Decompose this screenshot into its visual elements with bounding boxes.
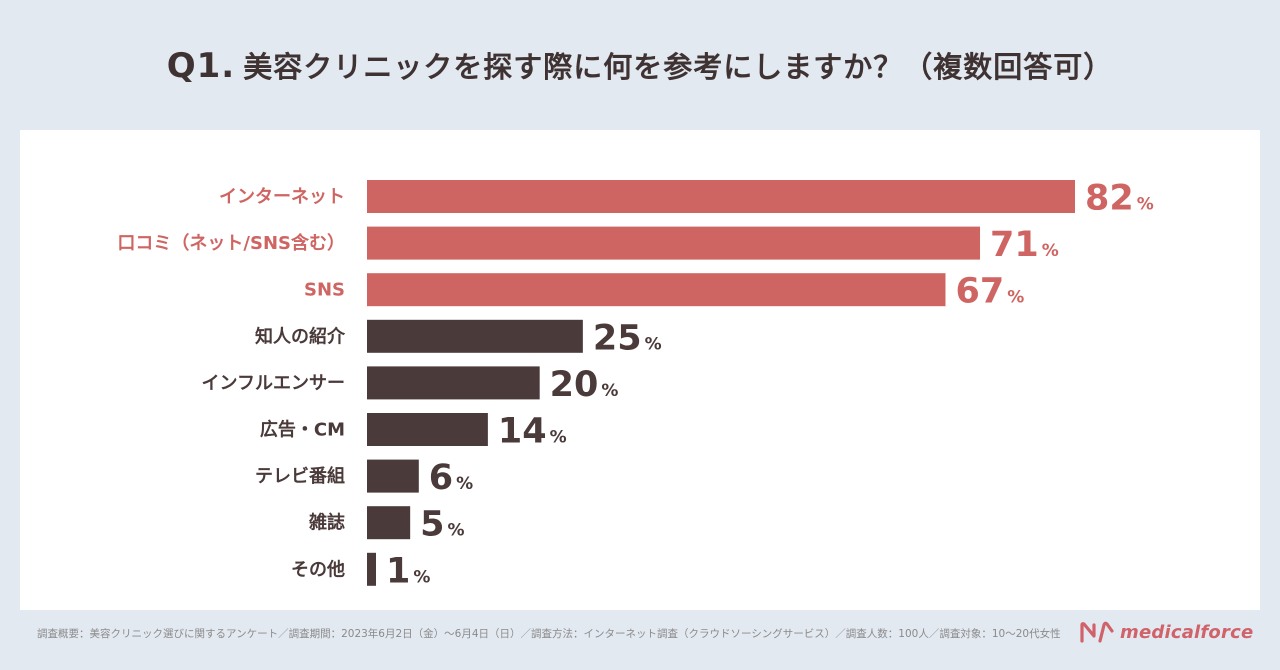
value-unit: %	[645, 334, 662, 354]
bar	[367, 366, 540, 400]
medicalforce-logo-icon	[1080, 621, 1114, 643]
category-label: SNS	[304, 280, 345, 301]
category-label: 広告・CM	[260, 419, 345, 441]
value-label: 1%	[386, 551, 430, 591]
value-number: 6	[429, 458, 453, 498]
category-label: 知人の紹介	[255, 325, 346, 347]
value-number: 67	[955, 272, 1004, 312]
bar	[367, 506, 411, 540]
bar-chart: インターネット 82 % 口コミ（ネット/SNS含む） 71 % SNS 67 % 知人の紹介 25…	[117, 179, 1154, 592]
bar	[367, 226, 981, 260]
value-unit: %	[413, 567, 430, 587]
survey-note: 調査概要：美容クリニック選びに関するアンケート／調査期間：2023年6月2日（金…	[37, 628, 1061, 640]
bar	[367, 459, 419, 493]
value-label: 20%	[550, 365, 619, 405]
value-number: 14	[498, 412, 547, 452]
bar	[367, 273, 946, 307]
chart-title: Q1. 美容クリニックを探す際に何を参考にしますか？（複数回答可）	[0, 44, 1280, 86]
value-label: 67%	[955, 272, 1024, 312]
value-unit: %	[448, 521, 465, 541]
category-label: 口コミ（ネット/SNS含む）	[117, 232, 345, 254]
value-label: 82%	[1085, 179, 1154, 219]
value-number: 5	[420, 505, 444, 545]
value-label: 5%	[420, 505, 464, 545]
value-unit: %	[1137, 195, 1154, 215]
value-unit: %	[1007, 288, 1024, 308]
value-unit: %	[601, 381, 618, 401]
category-label: テレビ番組	[255, 465, 345, 487]
value-unit: %	[550, 428, 567, 448]
value-number: 1	[386, 551, 410, 591]
bar	[367, 552, 376, 586]
category-label: インターネット	[219, 187, 345, 208]
bar	[367, 413, 488, 446]
value-unit: %	[1042, 241, 1059, 261]
category-label: インフルエンサー	[202, 373, 345, 394]
question-text: 美容クリニックを探す際に何を参考にしますか？（複数回答可）	[243, 50, 1114, 84]
value-number: 71	[990, 225, 1039, 265]
category-label: 雑誌	[308, 512, 345, 534]
chart-panel: インターネット 82% 口コミ（ネット/SNS含む） 71% SNS 67% 知人の紹介 25…	[20, 130, 1260, 610]
value-unit: %	[456, 474, 473, 494]
value-label: 71%	[990, 225, 1059, 265]
value-number: 82	[1085, 179, 1134, 219]
bar	[367, 180, 1075, 213]
category-label: その他	[291, 558, 345, 580]
value-number: 25	[593, 318, 642, 358]
brand-name: medicalforce	[1120, 621, 1254, 643]
value-label: 14%	[498, 412, 567, 452]
bar	[367, 319, 583, 353]
brand[interactable]: medicalforce	[1080, 618, 1253, 646]
value-label: 25%	[593, 318, 662, 358]
value-number: 20	[550, 365, 599, 405]
question-number: Q1.	[166, 46, 236, 86]
value-label: 6%	[429, 458, 473, 498]
